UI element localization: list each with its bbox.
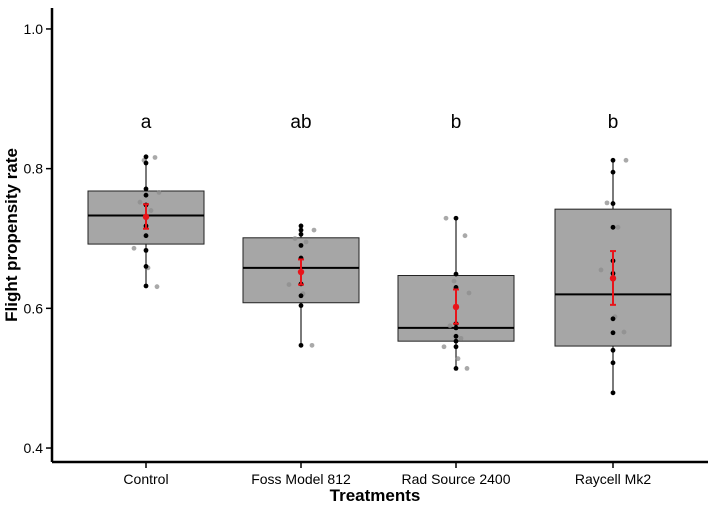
- mean-markers: [142, 203, 617, 325]
- significance-letter: b: [608, 112, 619, 133]
- data-point: [453, 271, 459, 277]
- mean-point: [297, 268, 305, 276]
- data-point: [298, 231, 304, 237]
- data-point-light: [621, 329, 627, 335]
- data-point-light: [148, 208, 154, 213]
- data-point-light: [455, 356, 461, 362]
- data-point: [610, 157, 616, 163]
- data-point: [143, 233, 149, 239]
- data-point: [610, 224, 616, 230]
- data-point: [298, 243, 304, 248]
- data-point: [453, 366, 459, 371]
- data-point-light: [623, 157, 629, 163]
- data-point-light: [443, 215, 449, 221]
- data-point: [610, 360, 616, 366]
- data-point-light: [131, 245, 137, 251]
- data-point: [298, 303, 304, 308]
- data-point-light: [303, 239, 309, 245]
- axes: [46, 8, 708, 468]
- data-point-light: [441, 344, 447, 350]
- data-point: [453, 333, 459, 339]
- y-tick-label: 0.6: [24, 300, 44, 316]
- data-point: [143, 160, 149, 166]
- data-point: [610, 330, 616, 336]
- data-point-light: [615, 224, 621, 230]
- data-point: [453, 325, 459, 331]
- y-tick-label: 0.8: [24, 161, 44, 177]
- data-point-light: [462, 233, 468, 239]
- data-point: [610, 201, 616, 206]
- data-point-light: [152, 155, 158, 160]
- mean-point: [452, 303, 460, 311]
- tick-labels: 0.4 0.6 0.8 1.0 Control Foss Model 812 Rad Sou…: [24, 21, 652, 487]
- y-axis-title: Flight propensity rate: [2, 148, 21, 322]
- data-point: [610, 390, 616, 396]
- data-point-light: [154, 284, 160, 290]
- data-point-light: [458, 335, 464, 341]
- x-tick-label: Control: [123, 471, 168, 487]
- data-point-light: [464, 366, 470, 371]
- x-tick-label: Foss Model 812: [251, 471, 351, 487]
- data-point: [298, 293, 304, 299]
- data-point-light: [311, 227, 317, 233]
- jitter-points: [131, 154, 629, 396]
- data-point: [143, 283, 149, 289]
- x-tick-label: Raycell Mk2: [575, 471, 651, 487]
- data-point-light: [286, 282, 292, 287]
- significance-letter: ab: [290, 112, 311, 133]
- data-point: [453, 344, 459, 350]
- mean-point: [142, 213, 150, 221]
- data-point-light: [156, 189, 162, 195]
- data-point: [143, 186, 149, 192]
- box-plot-series: [87, 156, 672, 393]
- data-point-light: [292, 236, 298, 241]
- significance-letter: a: [141, 112, 152, 133]
- data-point: [610, 347, 616, 353]
- data-point: [453, 215, 459, 221]
- data-point-light: [447, 323, 453, 329]
- data-point-light: [309, 342, 315, 348]
- mean-point: [609, 275, 617, 282]
- data-point: [610, 169, 616, 175]
- data-point-light: [466, 290, 472, 296]
- data-point: [453, 338, 459, 344]
- data-point-light: [137, 199, 143, 205]
- data-point-light: [598, 267, 604, 273]
- y-tick-label: 0.4: [24, 440, 44, 456]
- data-point: [143, 264, 149, 269]
- data-point-light: [451, 278, 457, 284]
- data-point: [143, 247, 149, 253]
- data-point: [143, 154, 149, 160]
- significance-letter: b: [451, 112, 462, 133]
- data-point: [298, 223, 304, 229]
- x-tick-label: Rad Source 2400: [402, 471, 511, 487]
- data-point: [298, 342, 304, 348]
- x-axis-title: Treatments: [330, 486, 421, 505]
- y-tick-label: 1.0: [24, 21, 44, 37]
- significance-letters: a ab b b: [141, 112, 619, 133]
- data-point: [298, 227, 304, 233]
- data-point-light: [604, 200, 610, 206]
- data-point: [610, 316, 616, 322]
- data-point: [143, 192, 149, 198]
